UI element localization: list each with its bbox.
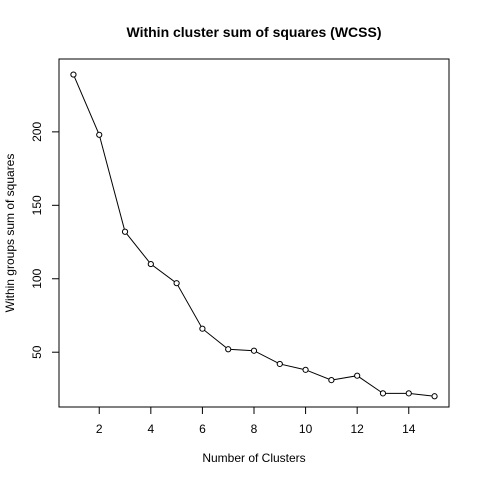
data-point [405,390,412,397]
x-tick-label: 6 [199,422,206,436]
data-point [302,366,309,373]
chart-title: Within cluster sum of squares (WCSS) [126,24,381,40]
y-tick-label: 150 [30,195,44,215]
data-point [199,325,206,332]
x-tick-label: 12 [350,422,364,436]
data-point [173,280,180,287]
data-point [379,390,387,397]
data-point [354,372,361,379]
data-point [147,260,154,268]
wcss-points [70,71,438,400]
x-tick-label: 10 [299,422,313,436]
data-point [431,393,438,400]
y-axis-label: Within groups sum of squares [3,154,17,313]
data-point [328,377,335,384]
plot-frame [58,58,450,408]
x-axis: 2 4 6 8 10 12 14 [96,407,416,436]
x-tick-label: 2 [96,422,103,436]
y-tick-label: 100 [30,268,44,288]
x-tick-label: 4 [147,422,154,436]
data-point [276,360,283,368]
y-tick-label: 200 [30,122,44,142]
data-point [225,346,232,353]
data-point [96,131,103,138]
y-axis: 50 100 150 200 [30,122,59,359]
data-point [121,228,129,235]
x-axis-label: Number of Clusters [202,451,305,465]
y-tick-label: 50 [30,345,44,359]
data-point [70,71,77,78]
x-tick-label: 8 [251,422,258,436]
data-point [250,347,258,354]
x-tick-label: 14 [402,422,416,436]
